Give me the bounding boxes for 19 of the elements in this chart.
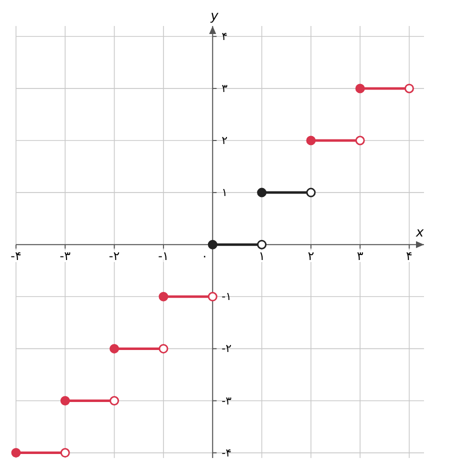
x-tick-label: ۲	[308, 249, 314, 264]
x-axis-title: x	[415, 226, 424, 241]
y-tick-label: -۴	[222, 446, 232, 459]
y-axis-title: y	[210, 9, 219, 24]
x-tick-label: ۴	[406, 249, 412, 264]
y-tick-label: ۴	[222, 30, 228, 43]
x-tick-label: -۲	[108, 249, 120, 264]
y-tick-label: ۳	[222, 82, 228, 95]
x-tick-label: -۳	[60, 249, 72, 264]
x-tick-label: ۳	[356, 249, 364, 264]
y-tick-label: -۱	[222, 290, 232, 304]
y-tick-label: ۱	[222, 186, 228, 200]
x-tick-label: ۱	[258, 249, 266, 264]
y-tick-label: -۳	[222, 394, 232, 408]
y-tick-label: ۲	[222, 134, 228, 148]
y-tick-label: -۲	[222, 342, 232, 356]
x-tick-label: -۱	[158, 249, 169, 264]
x-tick-label: -۴	[10, 249, 22, 264]
x-tick-label: ۰	[201, 249, 208, 264]
